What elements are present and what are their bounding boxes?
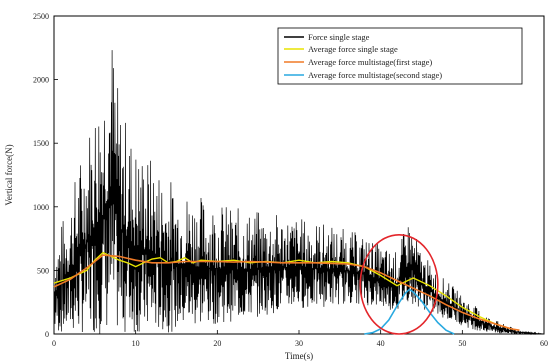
y-tick-label-4: 2000	[33, 76, 49, 85]
y-tick-label-0: 0	[45, 330, 49, 339]
legend-label-2: Average force multistage(first stage)	[308, 57, 432, 67]
series-force-single-stage	[53, 50, 544, 336]
series-average-force-multistage-first	[53, 254, 520, 331]
x-tick-label-4: 40	[377, 339, 385, 348]
x-axis: 0 10 20 30 40 50 60	[52, 330, 548, 348]
legend-label-3: Average force multistage(second stage)	[308, 70, 442, 80]
y-tick-label-1: 500	[37, 266, 49, 275]
y-tick-label-5: 2500	[33, 12, 49, 21]
x-tick-label-5: 50	[458, 339, 466, 348]
y-tick-label-3: 1500	[33, 139, 49, 148]
legend-box	[277, 27, 523, 85]
x-axis-title: Time(s)	[285, 351, 313, 361]
legend: Force single stage Average force single …	[277, 27, 523, 85]
y-axis: 0 500 1000 1500 2000 2500	[33, 12, 58, 339]
y-tick-label-2: 1000	[33, 203, 49, 212]
legend-label-1: Average force single stage	[308, 44, 398, 54]
y-axis-title: Vertical force(N)	[4, 144, 14, 205]
highlight-ellipse	[359, 233, 439, 335]
x-tick-label-6: 60	[540, 339, 548, 348]
x-tick-label-1: 10	[132, 339, 140, 348]
x-tick-label-0: 0	[52, 339, 56, 348]
x-tick-label-3: 30	[295, 339, 303, 348]
series-average-force-single-stage	[53, 251, 512, 330]
legend-label-0: Force single stage	[308, 32, 370, 42]
x-tick-label-2: 20	[213, 339, 221, 348]
